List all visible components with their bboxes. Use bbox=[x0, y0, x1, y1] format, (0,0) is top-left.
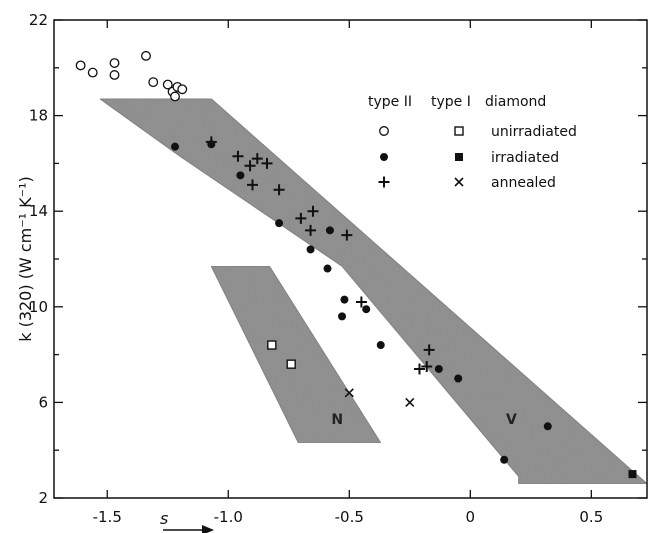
data-point-plus bbox=[355, 296, 367, 308]
shaded-bands bbox=[98, 98, 649, 485]
arrow-icon bbox=[163, 525, 214, 533]
legend-markers bbox=[378, 126, 464, 188]
data-points bbox=[75, 50, 637, 479]
data-point-circle-open bbox=[148, 77, 159, 88]
x-tick-label: 0 bbox=[466, 508, 476, 526]
data-point-circle-filled bbox=[171, 142, 180, 151]
region-label: N bbox=[331, 412, 343, 428]
data-point-circle-filled bbox=[543, 422, 552, 431]
data-point-plus bbox=[251, 153, 263, 165]
legend-header-type-i: type I bbox=[431, 94, 471, 110]
data-point-circle-open bbox=[75, 60, 86, 71]
x-tick-label: -1.5 bbox=[93, 508, 122, 526]
legend: type II type I diamond unirradiated irra… bbox=[368, 94, 577, 191]
data-point-circle-filled bbox=[500, 455, 509, 464]
shaded-band-1 bbox=[98, 98, 649, 485]
data-point-plus bbox=[244, 160, 256, 172]
region-label: V bbox=[506, 412, 517, 428]
data-point-cross bbox=[405, 397, 415, 407]
y-tick-label: 22 bbox=[29, 11, 48, 29]
data-point-cross bbox=[454, 177, 464, 187]
shaded-band-2 bbox=[210, 265, 382, 444]
data-point-circle-open bbox=[162, 79, 173, 90]
data-point-plus bbox=[261, 157, 273, 169]
data-point-circle-open bbox=[379, 126, 389, 136]
data-point-square-open bbox=[454, 126, 464, 136]
data-point-circle-filled bbox=[376, 341, 385, 350]
data-point-square-open bbox=[286, 359, 296, 369]
data-point-circle-filled bbox=[380, 153, 388, 161]
data-point-plus bbox=[232, 150, 244, 162]
data-point-circle-open bbox=[141, 50, 151, 61]
data-point-circle-open bbox=[109, 58, 120, 68]
data-point-plus bbox=[205, 136, 217, 148]
legend-header-type-ii: type II bbox=[368, 94, 412, 110]
data-point-plus bbox=[273, 184, 285, 196]
data-point-circle-open bbox=[109, 70, 120, 80]
data-point-square-open bbox=[267, 340, 277, 350]
data-point-circle-filled bbox=[236, 171, 245, 180]
data-point-circle-open bbox=[177, 84, 188, 95]
data-point-plus bbox=[341, 229, 353, 241]
x-axis-label: s bbox=[160, 509, 168, 528]
data-point-plus bbox=[413, 363, 425, 375]
data-point-plus bbox=[421, 361, 433, 373]
data-point-circle-filled bbox=[325, 226, 334, 235]
data-point-plus bbox=[295, 212, 307, 224]
data-point-square-filled bbox=[628, 470, 637, 479]
x-tick-label: -1.0 bbox=[214, 508, 243, 526]
x-tick-label: 0.5 bbox=[579, 508, 603, 526]
data-point-circle-filled bbox=[306, 245, 315, 254]
data-point-circle-filled bbox=[323, 264, 332, 273]
data-point-circle-filled bbox=[454, 374, 463, 383]
y-tick-label: 6 bbox=[38, 393, 48, 411]
y-tick-label: 10 bbox=[29, 298, 48, 316]
axis-ticks: -1.5 -1.0 -0.5 0 0.5 2 6 10 14 18 22 bbox=[29, 11, 647, 526]
legend-label-annealed: annealed bbox=[491, 175, 556, 191]
data-point-cross bbox=[344, 388, 354, 398]
legend-label-irradiated: irradiated bbox=[491, 150, 559, 166]
x-tick-label: -0.5 bbox=[335, 508, 364, 526]
data-point-circle-filled bbox=[338, 312, 347, 321]
y-tick-label: 18 bbox=[29, 107, 48, 125]
data-point-square-filled bbox=[455, 153, 463, 161]
y-axis-label: k (320) (W cm⁻¹ K⁻¹) bbox=[16, 176, 35, 342]
y-tick-label: 14 bbox=[29, 202, 48, 220]
data-point-circle-filled bbox=[434, 364, 443, 373]
data-point-circle-open bbox=[170, 91, 180, 102]
data-point-circle-filled bbox=[362, 305, 371, 314]
data-point-plus bbox=[423, 344, 435, 356]
y-tick-label: 2 bbox=[38, 489, 48, 507]
data-point-plus bbox=[246, 179, 258, 191]
legend-header-diamond: diamond bbox=[485, 94, 546, 110]
data-point-plus bbox=[305, 224, 317, 236]
data-point-circle-filled bbox=[340, 295, 349, 304]
legend-label-unirradiated: unirradiated bbox=[491, 124, 577, 140]
data-point-circle-filled bbox=[275, 219, 284, 228]
data-point-circle-open bbox=[87, 67, 98, 78]
data-point-plus bbox=[307, 205, 319, 217]
data-point-plus bbox=[378, 176, 390, 188]
